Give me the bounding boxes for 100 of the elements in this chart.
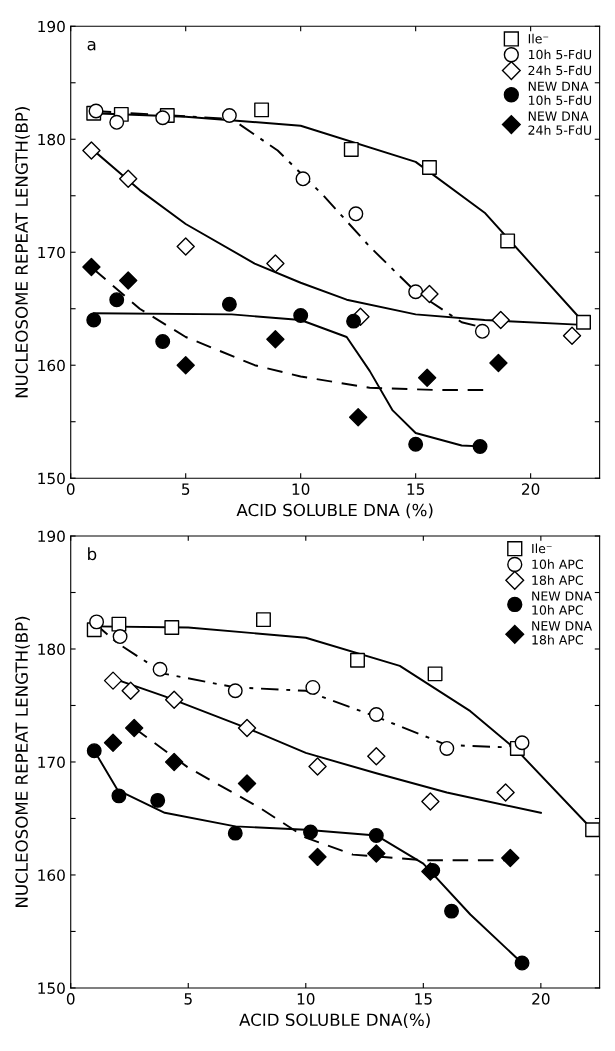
point	[489, 353, 508, 373]
point	[367, 844, 386, 863]
point	[350, 652, 365, 668]
legend-label: 10h 5-FdU	[528, 49, 592, 60]
point	[439, 740, 455, 756]
x-tick-label: 10	[297, 993, 315, 1005]
point	[237, 718, 257, 738]
legend-label: 24h 5-FdU	[528, 65, 592, 76]
point	[103, 671, 123, 690]
point	[256, 612, 271, 628]
point	[266, 254, 285, 273]
point	[472, 439, 488, 455]
point	[303, 824, 318, 840]
point	[82, 257, 101, 277]
point	[221, 296, 237, 312]
point	[109, 114, 125, 130]
point	[308, 847, 327, 867]
legend-label: Ile⁻	[532, 543, 552, 554]
y-tick-label: 160	[38, 869, 65, 881]
point	[408, 284, 424, 300]
point	[111, 616, 127, 632]
point	[295, 171, 311, 187]
point	[421, 160, 437, 175]
point	[103, 733, 123, 752]
point	[501, 848, 520, 868]
legend-label: Ile⁻	[528, 33, 549, 44]
point	[367, 747, 386, 766]
point	[227, 683, 243, 699]
point	[254, 102, 270, 118]
x-tick-label: 0	[66, 483, 75, 495]
point	[119, 169, 138, 189]
point	[155, 110, 171, 126]
point	[427, 666, 443, 682]
legend-label: 18h APC	[532, 575, 583, 585]
point	[421, 792, 440, 811]
point	[500, 233, 516, 249]
point	[562, 326, 582, 346]
point	[86, 743, 102, 759]
point	[308, 757, 327, 776]
point	[368, 827, 384, 843]
point	[348, 206, 364, 222]
point	[343, 141, 359, 157]
point	[293, 308, 309, 323]
point	[89, 614, 105, 630]
point	[266, 330, 285, 349]
point	[164, 752, 184, 772]
y-tick-label: 160	[38, 359, 65, 372]
point	[82, 141, 101, 160]
y-tick-label: 190	[38, 20, 65, 33]
point	[150, 792, 166, 808]
point	[368, 707, 384, 722]
y-tick-label: 150	[38, 982, 65, 994]
point	[348, 407, 368, 427]
point	[417, 368, 437, 387]
point	[164, 620, 180, 635]
x-tick-label: 15	[415, 993, 432, 1005]
x-tick-label: 10	[292, 483, 310, 495]
point	[124, 718, 144, 738]
point	[496, 783, 515, 802]
legend-label: NEW DNA 10h APC	[532, 591, 593, 615]
annotation: b	[88, 547, 97, 561]
point	[444, 903, 459, 919]
x-tick-label: 15	[407, 483, 425, 495]
legend-label: NEW DNA 10h 5-FdU	[528, 81, 592, 105]
y-tick-label: 170	[38, 246, 65, 259]
point	[152, 661, 168, 677]
point	[474, 323, 490, 339]
point	[514, 955, 530, 971]
point	[420, 284, 439, 304]
point	[164, 690, 184, 710]
x-axis-title: ACID SOLUBLE DNA (%)	[236, 503, 433, 519]
x-tick-label: 0	[66, 993, 75, 1005]
point	[176, 356, 195, 375]
point	[227, 825, 243, 841]
point	[109, 292, 125, 308]
point	[237, 774, 257, 793]
y-tick-label: 180	[38, 133, 65, 146]
y-tick-label: 150	[38, 472, 65, 485]
y-axis-title: NUCLEOSOME REPEAT LENGTH(BP)	[15, 107, 30, 398]
point	[176, 237, 195, 256]
x-tick-label: 5	[182, 483, 190, 495]
annotation: a	[87, 40, 96, 51]
point	[221, 108, 237, 123]
point	[112, 629, 128, 645]
y-tick-label: 190	[38, 530, 65, 543]
x-tick-label: 5	[184, 993, 192, 1005]
y-tick-label: 170	[38, 756, 65, 768]
y-tick-label: 180	[38, 643, 65, 656]
legend-label: NEW DNA 18h APC	[532, 621, 593, 645]
y-axis-title: NUCLEOSOME REPEAT LENGTH(BP)	[15, 616, 30, 907]
point	[514, 735, 530, 751]
x-tick-label: 20	[522, 483, 540, 495]
legend-label: 10h APC	[532, 559, 583, 570]
legend-label: NEW DNA 24h 5-FdU	[528, 111, 592, 135]
x-axis-title: ACID SOLUBLE DNA(%)	[239, 1013, 430, 1028]
point	[86, 312, 102, 328]
point	[305, 679, 321, 695]
point	[491, 310, 510, 330]
point	[121, 681, 140, 700]
x-tick-label: 20	[532, 993, 550, 1005]
